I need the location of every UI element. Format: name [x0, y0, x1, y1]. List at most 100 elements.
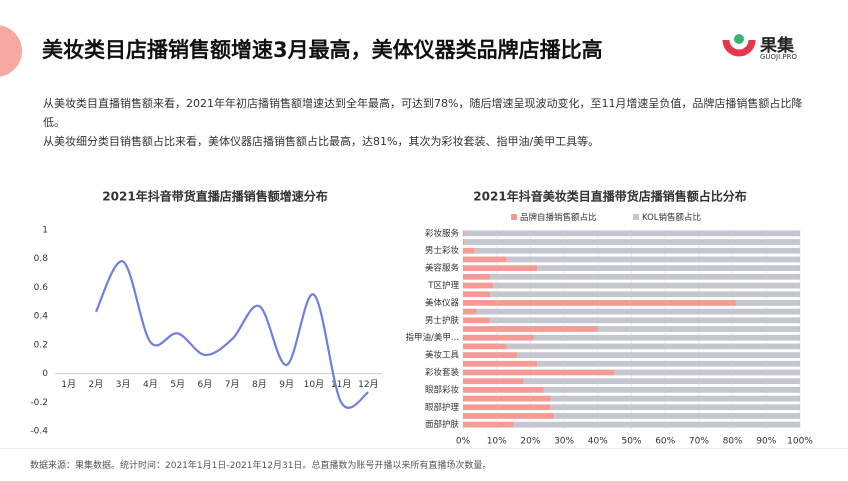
x-tick-label: 70%: [689, 437, 709, 447]
bar: [493, 282, 800, 289]
bar: [463, 326, 598, 332]
legend-label: 品牌自播销售额占比: [520, 212, 597, 223]
y-tick-label: 眼部护理: [425, 402, 460, 413]
x-tick-label: 90%: [756, 437, 776, 447]
bar: [463, 387, 544, 393]
y-tick-label: 彩妆服务: [425, 228, 460, 239]
x-tick-label: 10%: [487, 437, 507, 447]
bar: [614, 369, 800, 376]
y-tick-label: 美体仪器: [425, 297, 460, 308]
legend-label: KOL销售额占比: [642, 212, 701, 223]
bar: [463, 291, 490, 298]
bar: [489, 317, 800, 324]
bar: [506, 343, 800, 350]
logo-sub: GUOJI.PRO: [760, 53, 798, 61]
bar: [489, 273, 800, 280]
slide-title: 美妆类目店播销售额增速3月最高，美体仪器类品牌店播比高: [42, 38, 603, 62]
bar: [463, 421, 514, 428]
bar: [463, 404, 551, 411]
y-tick-label: 男士彩妆: [425, 245, 460, 256]
x-tick-label: 60%: [655, 437, 675, 447]
legend-swatch: [511, 214, 517, 220]
bar: [464, 239, 800, 245]
x-tick-label: 2月: [89, 379, 104, 390]
divider: [0, 448, 848, 449]
y-tick-label: 指甲油/美甲...: [406, 332, 459, 343]
bar: [537, 360, 800, 367]
y-tick-label: 美妆工具: [425, 350, 460, 361]
y-tick-label: T区护理: [427, 280, 459, 291]
decoration: [0, 25, 22, 77]
y-tick-label: -0.2: [30, 398, 48, 408]
bar: [550, 404, 800, 411]
bar: [463, 265, 538, 271]
x-tick-label: 100%: [787, 437, 813, 447]
logo-text: 果集: [760, 36, 794, 56]
bar: [463, 300, 736, 306]
x-tick-label: 3月: [116, 379, 131, 390]
paragraph: 从美妆类目直播销售额来看，2021年年初店播销售额增速达到全年最高，可达到78%…: [43, 97, 803, 129]
y-tick-label: 0.4: [34, 312, 49, 322]
bar: [543, 387, 800, 393]
x-tick-label: 5月: [170, 379, 185, 390]
bar: [463, 334, 534, 341]
y-tick-label: -0.4: [30, 427, 48, 437]
bar: [463, 282, 494, 289]
legend-swatch: [633, 214, 639, 220]
x-tick-label: 50%: [621, 437, 641, 447]
x-tick-label: 0%: [456, 437, 471, 447]
bar: [523, 378, 800, 385]
y-tick-label: 0.8: [34, 254, 49, 264]
bar: [735, 300, 800, 306]
bar: [463, 230, 465, 237]
bar: [489, 291, 800, 298]
bar: [463, 308, 477, 315]
y-tick-label: 0: [42, 369, 48, 379]
chart-title: 2021年抖音美妆类目直播带货店播销售额占比分布: [473, 189, 746, 204]
bar: [516, 352, 800, 358]
bar: [533, 334, 800, 341]
bar: [464, 230, 800, 237]
x-tick-label: 8月: [252, 379, 267, 390]
bar: [463, 413, 554, 419]
x-tick-label: 30%: [554, 437, 574, 447]
source: 数据来源：果集数据。统计时间：2021年1月1日-2021年12月31日。总直播…: [30, 461, 492, 471]
bar: [463, 317, 490, 324]
x-tick-label: 40%: [588, 437, 608, 447]
y-tick-label: 0.6: [34, 283, 49, 293]
bar: [463, 395, 551, 402]
bar: [463, 369, 615, 376]
y-tick-label: 1: [42, 226, 48, 236]
bar: [550, 395, 800, 402]
x-tick-label: 1月: [61, 379, 76, 390]
logo-icon: [722, 34, 756, 57]
bar: [476, 308, 800, 315]
x-tick-label: 20%: [520, 437, 540, 447]
bar: [506, 256, 800, 263]
line: [94, 260, 370, 409]
bar: [537, 265, 800, 271]
y-tick-label: 彩妆套装: [425, 367, 460, 378]
y-tick-label: 眼部彩妆: [425, 384, 460, 395]
x-tick-label: 80%: [723, 437, 743, 447]
y-tick-label: 0.2: [34, 340, 48, 350]
bar: [513, 421, 800, 428]
bar: [463, 343, 507, 350]
bar: [463, 360, 538, 367]
bar: [463, 239, 465, 245]
bar: [474, 247, 800, 254]
bar: [463, 247, 475, 254]
x-tick-label: 11月: [331, 379, 351, 390]
y-tick-label: 美容服务: [425, 263, 460, 274]
x-tick-label: 4月: [143, 379, 158, 390]
y-tick-label: 面部护肤: [425, 419, 460, 430]
x-tick-label: 12月: [358, 379, 378, 390]
bar: [463, 273, 490, 280]
x-tick-label: 7月: [225, 379, 240, 390]
chart-title: 2021年抖音带货直播店播销售额增速分布: [102, 189, 327, 204]
bar: [597, 326, 800, 332]
paragraph: 从美妆细分类目销售额占比来看，美体仪器店播销售额占比最高，达81%，其次为彩妆套…: [43, 135, 600, 148]
bar: [553, 413, 800, 419]
x-tick-label: 6月: [198, 379, 213, 390]
